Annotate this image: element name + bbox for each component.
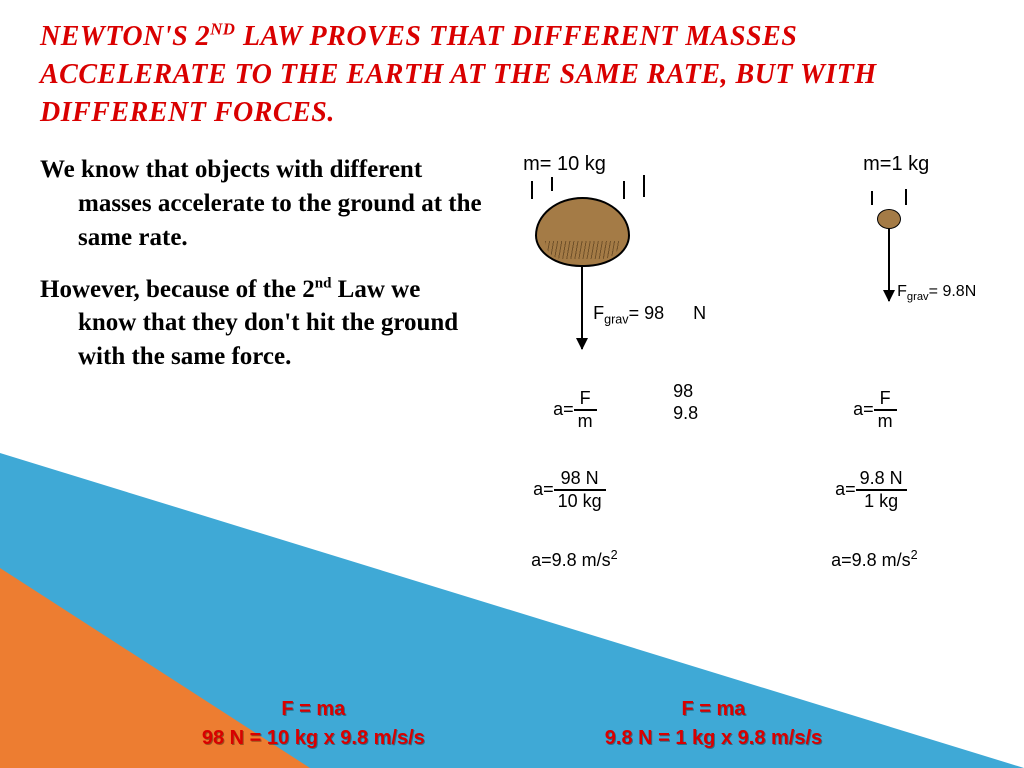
formula-right: F = ma 9.8 N = 1 kg x 9.8 m/s/s [605,692,822,756]
f-left-2: 98 N = 10 kg x 9.8 m/s/s [202,727,425,750]
f-right-2: 9.8 N = 1 kg x 9.8 m/s/s [605,727,822,750]
physics-diagram: m= 10 kg Fgrav= 98 N a=Fm 98 9.8 a=98 N1… [493,153,984,583]
small-mass-label: m=1 kg [863,153,929,176]
large-result: a=9.8 m/s2 [531,548,618,571]
motion-line [871,191,873,205]
title-pre: NEWTON'S 2 [40,21,210,52]
paragraph-1: We know that objects with different mass… [40,153,483,254]
small-result: a=9.8 m/s2 [831,548,918,571]
f-right-1: F = ma [605,698,822,721]
large-mass-label: m= 10 kg [523,153,606,176]
large-rock-icon [535,197,630,267]
extra-98: 98 [673,381,693,402]
extra-9-8: 9.8 [673,403,698,424]
large-force-label: Fgrav= 98 [593,303,664,327]
large-calc: a=98 N10 kg [533,468,606,512]
large-force-unit: N [693,303,706,324]
small-formula: a=Fm [853,388,897,432]
motion-line [643,175,645,197]
content-columns: We know that objects with different mass… [40,153,984,583]
small-force-label: Fgrav= 9.8N [897,283,976,303]
motion-line [905,189,907,205]
small-rock-icon [877,209,901,229]
formula-left: F = ma 98 N = 10 kg x 9.8 m/s/s [202,692,425,756]
p2-pre: However, because of the 2 [40,276,315,303]
f-left-1: F = ma [202,698,425,721]
text-column: We know that objects with different mass… [40,153,493,583]
motion-line [551,177,553,191]
slide-title: NEWTON'S 2ND LAW PROVES THAT DIFFERENT M… [40,18,984,131]
small-calc: a=9.8 N1 kg [835,468,907,512]
paragraph-2: However, because of the 2nd Law we know … [40,273,483,374]
title-sup: ND [210,20,235,39]
motion-line [623,181,625,199]
motion-line [531,181,533,199]
force-arrow-small [888,229,890,301]
bottom-formulas: F = ma 98 N = 10 kg x 9.8 m/s/s F = ma 9… [0,692,1024,756]
force-arrow-large [581,267,583,349]
diagram-column: m= 10 kg Fgrav= 98 N a=Fm 98 9.8 a=98 N1… [493,153,984,583]
large-formula: a=Fm [553,388,597,432]
p2-sup: nd [315,275,332,291]
